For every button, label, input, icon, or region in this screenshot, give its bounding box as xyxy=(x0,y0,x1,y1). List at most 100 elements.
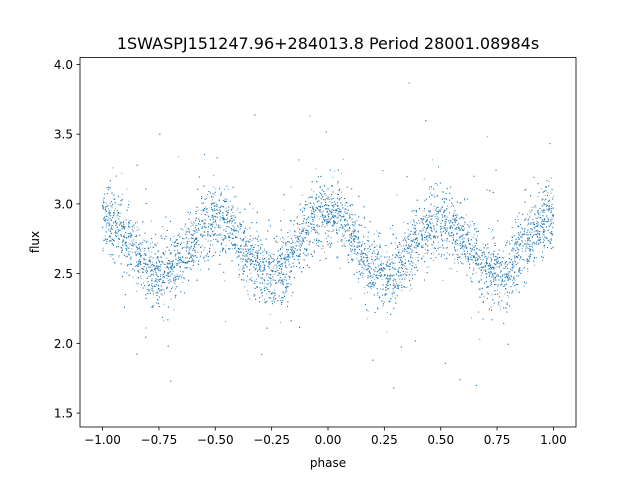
data-point xyxy=(352,236,354,238)
data-point xyxy=(307,197,309,199)
data-point xyxy=(446,252,448,254)
data-point xyxy=(180,270,182,272)
data-point xyxy=(106,224,108,226)
data-point xyxy=(215,202,217,204)
data-point xyxy=(108,228,110,230)
data-point xyxy=(508,296,510,298)
data-point xyxy=(341,191,343,193)
data-point xyxy=(344,228,346,230)
data-point xyxy=(151,269,153,271)
data-point xyxy=(188,214,190,216)
data-point xyxy=(546,215,548,217)
data-point xyxy=(386,284,388,286)
data-point xyxy=(452,224,454,226)
data-point xyxy=(472,261,474,263)
data-point xyxy=(399,257,401,259)
data-point xyxy=(372,281,374,283)
data-point xyxy=(128,200,130,202)
data-point xyxy=(452,236,454,238)
data-point xyxy=(500,308,502,310)
data-point xyxy=(172,241,174,243)
data-point xyxy=(252,246,254,248)
data-point xyxy=(351,260,353,262)
data-point xyxy=(433,214,435,216)
data-point xyxy=(210,204,212,206)
data-point xyxy=(260,243,262,245)
data-point xyxy=(402,249,404,251)
data-point xyxy=(303,236,305,238)
data-point xyxy=(415,234,417,236)
data-point xyxy=(291,246,293,248)
data-point xyxy=(268,252,270,254)
data-point xyxy=(541,220,543,222)
data-point xyxy=(439,229,441,231)
data-point xyxy=(482,243,484,245)
data-point xyxy=(126,250,128,252)
data-point xyxy=(187,262,189,264)
data-point xyxy=(228,237,230,239)
data-point xyxy=(410,271,412,273)
data-point xyxy=(193,233,195,235)
data-point xyxy=(382,289,384,291)
data-point xyxy=(279,322,281,324)
data-point xyxy=(221,237,223,239)
data-point xyxy=(347,230,349,232)
data-point xyxy=(291,295,293,297)
data-point xyxy=(500,276,502,278)
data-point xyxy=(427,217,429,219)
data-point xyxy=(523,219,525,221)
data-point xyxy=(197,251,199,253)
data-point xyxy=(444,202,446,204)
data-point xyxy=(310,230,312,232)
data-point xyxy=(503,263,505,265)
data-point xyxy=(551,205,553,207)
data-point xyxy=(343,223,345,225)
data-point xyxy=(408,235,410,236)
data-point xyxy=(499,305,501,307)
data-point xyxy=(533,231,535,233)
data-point xyxy=(366,240,368,242)
data-point xyxy=(341,240,343,242)
data-point xyxy=(247,293,249,295)
data-point xyxy=(259,287,261,289)
data-point xyxy=(231,204,233,206)
data-point xyxy=(276,259,278,261)
data-point xyxy=(246,260,248,262)
data-point xyxy=(343,234,345,236)
data-point xyxy=(271,253,273,255)
data-point xyxy=(410,256,412,258)
data-point xyxy=(392,233,394,235)
data-point xyxy=(118,255,120,257)
data-point xyxy=(368,241,370,243)
data-point xyxy=(329,222,331,224)
data-point xyxy=(523,259,525,261)
data-point xyxy=(131,228,133,230)
data-point xyxy=(477,255,479,257)
data-point xyxy=(443,222,445,224)
data-point xyxy=(489,264,491,266)
data-point xyxy=(460,235,462,237)
data-point xyxy=(253,293,255,295)
data-point xyxy=(232,234,234,236)
data-point xyxy=(145,259,147,261)
data-point xyxy=(143,250,145,252)
data-point xyxy=(466,256,468,258)
data-point xyxy=(423,178,425,180)
data-point xyxy=(344,237,346,239)
data-point xyxy=(259,262,261,264)
data-point xyxy=(413,239,415,241)
data-point xyxy=(128,224,130,226)
data-point xyxy=(311,213,313,215)
data-point xyxy=(378,253,380,255)
data-point xyxy=(239,225,241,227)
data-point xyxy=(439,225,441,227)
data-point xyxy=(246,228,248,230)
data-point xyxy=(543,212,545,214)
data-point xyxy=(439,209,441,211)
data-point xyxy=(251,262,253,264)
data-point xyxy=(473,250,475,252)
data-point xyxy=(429,222,431,224)
data-point xyxy=(501,256,503,258)
data-point xyxy=(550,211,552,213)
